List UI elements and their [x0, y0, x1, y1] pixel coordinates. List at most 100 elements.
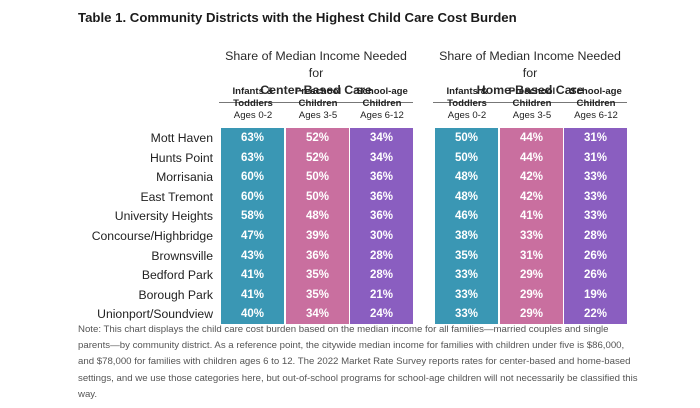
value-cell: 63%: [221, 147, 284, 168]
value-cell: 21%: [350, 284, 413, 305]
value-cell: 33%: [435, 304, 498, 325]
value-cell: 19%: [564, 284, 627, 305]
value-cell: 29%: [500, 284, 563, 305]
cut-off-text: [78, 0, 81, 3]
row-label: Brownsville: [151, 248, 213, 263]
table-row: Hunts Point 63% 52% 34% 50% 44% 31%: [0, 147, 700, 168]
value-cell: 34%: [286, 304, 349, 325]
value-cell: 33%: [500, 226, 563, 246]
value-cell: 38%: [435, 226, 498, 246]
column-header-ages: Ages 6-12: [574, 110, 618, 121]
value-cell: 33%: [564, 206, 627, 227]
column-header-ages: Ages 3-5: [512, 110, 552, 121]
table-row: Mott Haven 63% 52% 34% 50% 44% 31%: [0, 128, 700, 148]
column-header: Infants & Toddlers Ages 0-2: [435, 86, 499, 122]
row-label: Borough Park: [138, 287, 213, 302]
value-cell: 42%: [500, 167, 563, 188]
table-row: Concourse/Highbridge 47% 39% 30% 38% 33% 28%: [0, 226, 700, 246]
value-cell: 44%: [500, 147, 563, 168]
value-cell: 63%: [221, 128, 284, 148]
value-cell: 29%: [500, 265, 563, 286]
value-cell: 35%: [286, 265, 349, 286]
value-cell: 30%: [350, 226, 413, 246]
value-cell: 35%: [286, 284, 349, 305]
value-cell: 33%: [435, 265, 498, 286]
value-cell: 48%: [435, 186, 498, 207]
table-row: East Tremont 60% 50% 36% 48% 42% 33%: [0, 186, 700, 207]
value-cell: 28%: [564, 226, 627, 246]
value-cell: 40%: [221, 304, 284, 325]
table-note: Note: This chart displays the child care…: [78, 324, 638, 400]
value-cell: 41%: [221, 284, 284, 305]
value-cell: 39%: [286, 226, 349, 246]
group-underline: [433, 102, 627, 103]
row-label: University Heights: [114, 209, 213, 224]
column-header-label: School-age Children: [570, 86, 622, 109]
value-cell: 36%: [350, 206, 413, 227]
value-cell: 29%: [500, 304, 563, 325]
table-title: Table 1. Community Districts with the Hi…: [78, 10, 517, 25]
group-underline: [219, 102, 413, 103]
group-header-line1: Share of Median Income Needed for: [225, 49, 407, 80]
column-header-label: Preschool Children: [508, 86, 556, 109]
value-cell: 31%: [500, 245, 563, 266]
value-cell: 41%: [221, 265, 284, 286]
value-cell: 43%: [221, 245, 284, 266]
column-header-ages: Ages 6-12: [360, 110, 404, 121]
column-header-label: Infants & Toddlers: [232, 86, 274, 109]
group-header-line2: Center-Based Care: [260, 83, 372, 97]
value-cell: 35%: [435, 245, 498, 266]
value-cell: 44%: [500, 128, 563, 148]
value-cell: 48%: [435, 167, 498, 188]
value-cell: 50%: [286, 186, 349, 207]
value-cell: 22%: [564, 304, 627, 325]
table-row: Brownsville 43% 36% 28% 35% 31% 26%: [0, 245, 700, 266]
value-cell: 34%: [350, 147, 413, 168]
value-cell: 42%: [500, 186, 563, 207]
value-cell: 50%: [286, 167, 349, 188]
value-cell: 24%: [350, 304, 413, 325]
row-label: East Tremont: [140, 189, 213, 204]
value-cell: 26%: [564, 265, 627, 286]
value-cell: 33%: [564, 167, 627, 188]
row-label: Mott Haven: [150, 131, 213, 145]
value-cell: 28%: [350, 265, 413, 286]
value-cell: 46%: [435, 206, 498, 227]
table-row: Borough Park 41% 35% 21% 33% 29% 19%: [0, 284, 700, 305]
column-header: School-age Children Ages 6-12: [564, 86, 628, 122]
row-label: Morrisania: [156, 170, 213, 185]
value-cell: 52%: [286, 128, 349, 148]
column-header-label: Infants & Toddlers: [446, 86, 488, 109]
value-cell: 28%: [350, 245, 413, 266]
column-header: School-age Children Ages 6-12: [350, 86, 414, 122]
table-row: Unionport/Soundview 40% 34% 24% 33% 29% 22%: [0, 304, 700, 325]
value-cell: 60%: [221, 167, 284, 188]
column-header-ages: Ages 3-5: [298, 110, 338, 121]
value-cell: 33%: [435, 284, 498, 305]
table-row: University Heights 58% 48% 36% 46% 41% 33%: [0, 206, 700, 227]
value-cell: 60%: [221, 186, 284, 207]
column-header-label: School-age Children: [356, 86, 408, 109]
table-row: Bedford Park 41% 35% 28% 33% 29% 26%: [0, 265, 700, 286]
value-cell: 50%: [435, 128, 498, 148]
group-header-home: Share of Median Income Needed for Home-B…: [433, 48, 627, 103]
value-cell: 50%: [435, 147, 498, 168]
value-cell: 47%: [221, 226, 284, 246]
group-header-line1: Share of Median Income Needed for: [439, 49, 621, 80]
column-header-ages: Ages 0-2: [233, 110, 273, 121]
value-cell: 33%: [564, 186, 627, 207]
value-cell: 26%: [564, 245, 627, 266]
value-cell: 58%: [221, 206, 284, 227]
column-header: Preschool Children Ages 3-5: [500, 86, 564, 122]
value-cell: 34%: [350, 128, 413, 148]
column-header: Preschool Children Ages 3-5: [286, 86, 350, 122]
row-label: Unionport/Soundview: [97, 307, 213, 322]
group-header-center: Share of Median Income Needed for Center…: [219, 48, 413, 103]
group-header-line2: Home-Based Care: [476, 83, 584, 97]
value-cell: 31%: [564, 147, 627, 168]
row-label: Hunts Point: [149, 150, 213, 165]
column-header-label: Preschool Children: [294, 86, 342, 109]
column-header-ages: Ages 0-2: [447, 110, 487, 121]
row-label: Bedford Park: [141, 268, 213, 283]
value-cell: 36%: [350, 167, 413, 188]
